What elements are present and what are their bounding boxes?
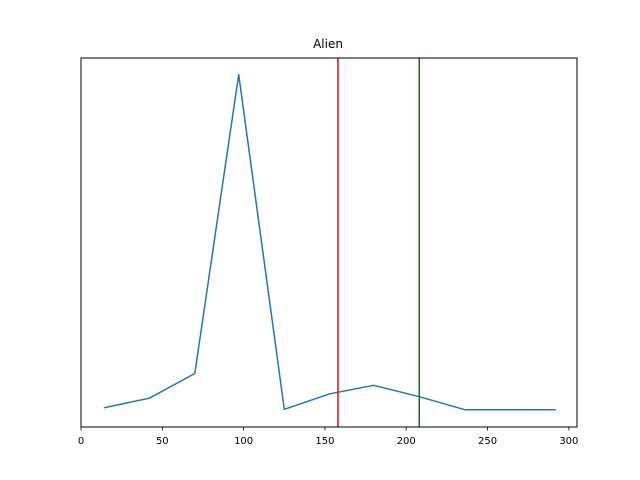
x-tick-label-0: 0 [78, 436, 84, 447]
x-tick-label-3: 150 [315, 436, 334, 447]
x-tick-label-1: 50 [156, 436, 169, 447]
series-line-0 [103, 73, 556, 411]
x-tick-label-6: 300 [559, 436, 578, 447]
x-tick-label-2: 100 [234, 436, 253, 447]
axes-frame [80, 57, 578, 428]
plot-area: 0 50 100 150 200 250 300 [78, 58, 578, 447]
x-tick-label-5: 250 [478, 436, 497, 447]
x-tick-label-4: 200 [397, 436, 416, 447]
chart-title: Alien [313, 37, 343, 51]
